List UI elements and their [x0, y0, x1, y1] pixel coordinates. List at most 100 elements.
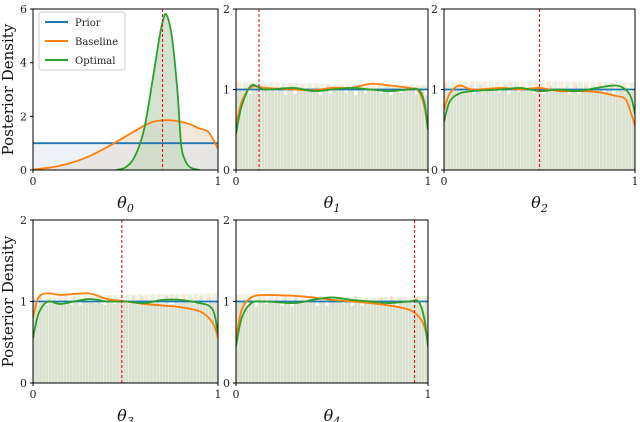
histogram-bar: [162, 293, 168, 302]
histogram-bar: [335, 302, 338, 383]
histogram-bar: [168, 293, 174, 302]
histogram-bar: [466, 90, 470, 170]
histogram-bar: [242, 82, 248, 90]
histogram-bar: [472, 93, 476, 170]
histogram-bar: [125, 294, 131, 302]
histogram-bar: [287, 301, 290, 383]
histogram-bar: [539, 81, 545, 90]
histogram-bar: [447, 92, 450, 170]
histogram-bar: [373, 301, 377, 383]
histogram-bar: [421, 86, 425, 170]
x-tick-label: 0: [233, 388, 240, 401]
histogram-bar: [287, 295, 293, 302]
histogram-bar: [268, 91, 271, 170]
histogram-bar: [306, 88, 310, 170]
histogram-bar: [408, 84, 415, 90]
histogram-bar: [119, 294, 125, 302]
histogram-bar: [261, 294, 267, 302]
histogram-bar: [463, 91, 466, 170]
histogram-bar: [344, 297, 348, 383]
histogram-bar: [526, 81, 533, 90]
histogram-bar: [100, 303, 104, 383]
histogram-bar: [290, 306, 294, 383]
plot-area: [33, 220, 218, 383]
histogram-bar: [187, 302, 190, 383]
histogram-bar: [376, 85, 383, 90]
histogram-bar: [622, 90, 626, 170]
y-tick-label: 1: [20, 296, 27, 309]
histogram-bar: [408, 296, 415, 302]
histogram-bar: [211, 293, 217, 302]
histogram-bar: [533, 93, 536, 170]
histogram-bar: [261, 82, 267, 90]
histogram-bar: [402, 301, 406, 383]
histogram-bar: [376, 303, 380, 383]
histogram-bar: [396, 86, 399, 170]
histogram-bar: [523, 89, 527, 170]
subplot-2: 0 1 2 0 1 θ2: [431, 3, 639, 215]
histogram-bar: [328, 93, 332, 170]
subplot-1: 0 1 2 0 1 θ1: [223, 3, 432, 215]
histogram-bar: [383, 302, 386, 383]
histogram-bar: [357, 84, 363, 90]
histogram-bar: [552, 81, 558, 90]
histogram-bar: [174, 296, 178, 383]
histogram-bar: [412, 304, 415, 383]
histogram-bar: [211, 302, 215, 383]
histogram-bar: [396, 85, 402, 90]
histogram-bar: [593, 91, 597, 170]
histogram-bar: [399, 299, 402, 383]
histogram-bar: [236, 82, 242, 90]
histogram-bar: [360, 305, 364, 383]
histogram-bar: [392, 301, 396, 383]
histogram-bar: [370, 84, 376, 90]
optimal-line: [33, 298, 218, 339]
histogram-bar: [631, 89, 635, 170]
histogram-bar: [258, 94, 262, 170]
histogram-bar: [88, 300, 92, 383]
histogram-bar: [271, 302, 274, 383]
histogram-bar: [612, 93, 616, 170]
optimal-line: [115, 12, 200, 170]
histogram-bar: [580, 90, 584, 170]
histogram-bar: [415, 84, 421, 90]
histogram-bar: [596, 82, 603, 90]
histogram-bar: [54, 301, 58, 383]
y-tick-label: 0: [223, 377, 230, 390]
histogram-bar: [396, 296, 402, 302]
histogram-bar: [134, 304, 138, 383]
histogram-bar: [389, 95, 393, 170]
histogram-bar: [300, 303, 303, 383]
histogram-bar: [571, 81, 577, 90]
optimal-line: [444, 84, 635, 122]
histogram-bar: [533, 81, 539, 90]
histogram-bar: [364, 298, 367, 383]
histogram-bar: [424, 296, 428, 383]
histogram-bar: [208, 297, 212, 383]
histogram-bar: [383, 87, 386, 170]
histogram-bar: [482, 91, 485, 170]
histogram-bar: [485, 90, 489, 170]
histogram-bar: [564, 81, 571, 90]
histogram-bar: [144, 303, 147, 383]
baseline-line: [33, 119, 218, 170]
y-tick-label: 2: [431, 3, 438, 16]
histogram-bar: [252, 301, 255, 383]
histogram-bar: [558, 90, 562, 170]
legend: Prior Baseline Optimal: [38, 11, 126, 71]
histogram-bar: [82, 295, 88, 302]
legend-box: [38, 11, 126, 71]
histogram-bar: [205, 304, 209, 383]
x-tick-label: 1: [632, 175, 639, 188]
histogram-bar: [296, 300, 300, 383]
histogram-bar: [113, 304, 116, 383]
legend-label: Optimal: [75, 56, 115, 67]
histogram-bar: [491, 90, 495, 170]
histogram-bar: [66, 303, 70, 383]
histogram-bar: [119, 302, 123, 383]
histogram-bar: [97, 296, 101, 383]
histogram-bar: [373, 89, 377, 170]
histogram-bar: [82, 298, 86, 383]
